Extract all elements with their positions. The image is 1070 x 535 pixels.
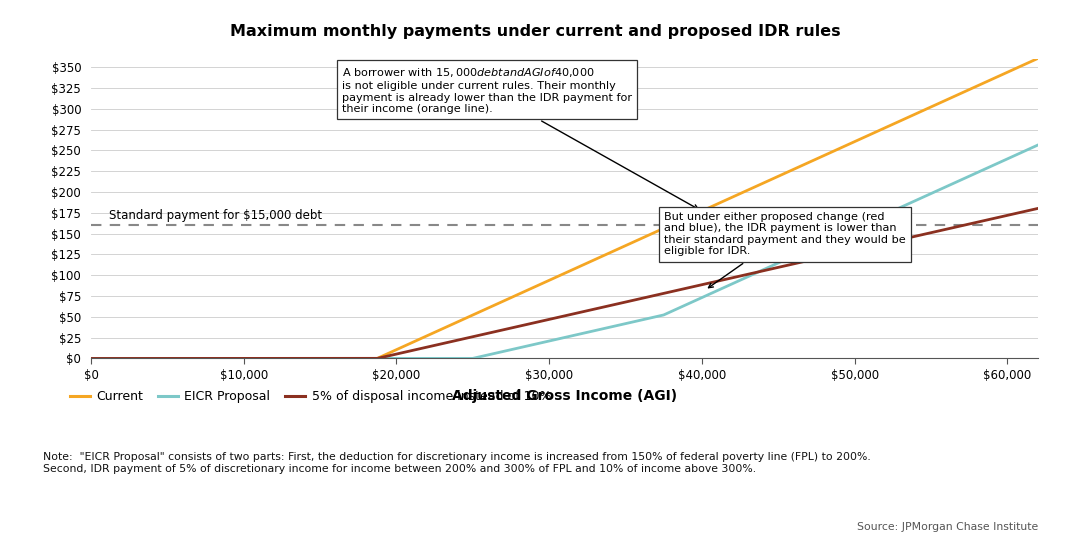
Text: Standard payment for $15,000 debt: Standard payment for $15,000 debt — [109, 209, 322, 222]
Text: A borrower with $15,000 debt and AGI of $40,000
is not eligible under current ru: A borrower with $15,000 debt and AGI of … — [342, 66, 698, 209]
X-axis label: Adjusted Gross Income (AGI): Adjusted Gross Income (AGI) — [452, 389, 677, 403]
Text: Note:  "EICR Proposal" consists of two parts: First, the deduction for discretio: Note: "EICR Proposal" consists of two pa… — [43, 452, 871, 473]
Legend: Current, EICR Proposal, 5% of disposal income instead of 10%: Current, EICR Proposal, 5% of disposal i… — [65, 385, 556, 408]
Text: Maximum monthly payments under current and proposed IDR rules: Maximum monthly payments under current a… — [230, 24, 840, 39]
Text: But under either proposed change (red
and blue), the IDR payment is lower than
t: But under either proposed change (red an… — [663, 212, 905, 288]
Text: Source: JPMorgan Chase Institute: Source: JPMorgan Chase Institute — [857, 522, 1038, 532]
